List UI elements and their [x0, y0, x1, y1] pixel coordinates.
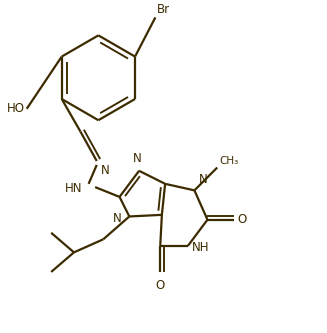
Text: O: O	[237, 213, 247, 226]
Text: O: O	[156, 279, 165, 292]
Text: HO: HO	[7, 102, 25, 115]
Text: Br: Br	[157, 3, 170, 16]
Text: N: N	[199, 173, 208, 186]
Text: N: N	[112, 211, 121, 224]
Text: N: N	[133, 152, 142, 165]
Text: HN: HN	[65, 182, 82, 195]
Text: NH: NH	[192, 241, 209, 254]
Text: N: N	[101, 164, 110, 176]
Text: CH₃: CH₃	[220, 156, 239, 166]
